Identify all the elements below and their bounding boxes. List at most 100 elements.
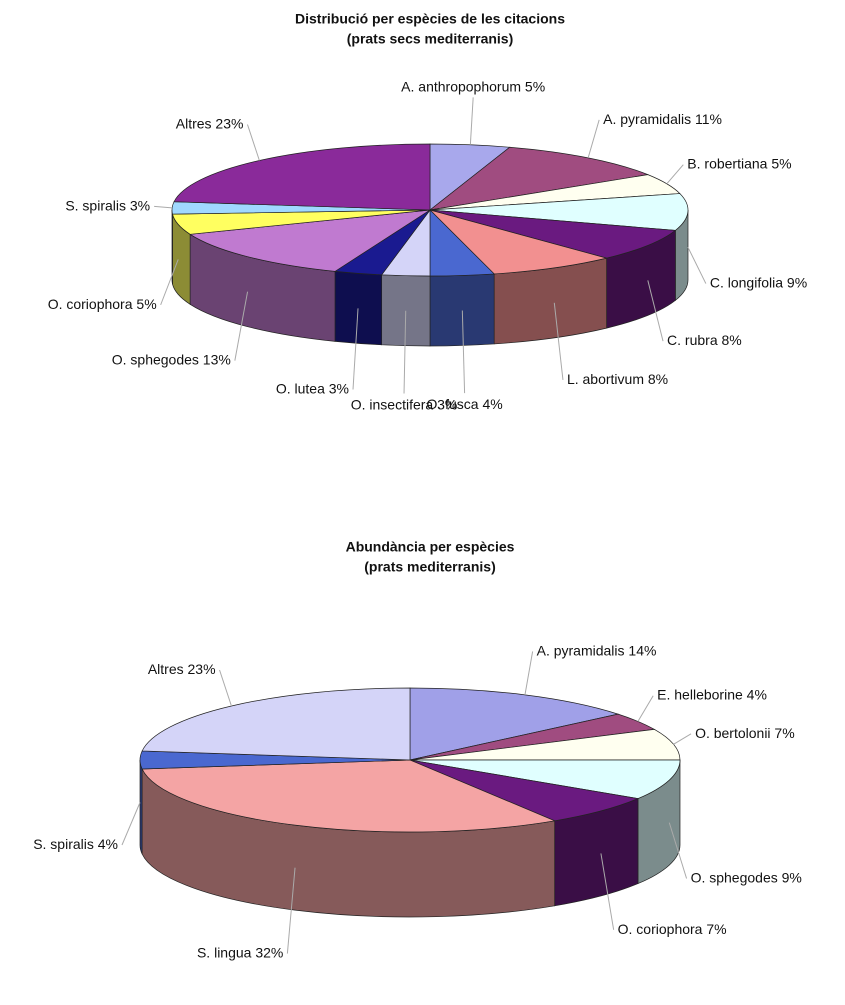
leader-line xyxy=(666,164,684,185)
label-value: 3% xyxy=(325,380,349,396)
label-value: 13% xyxy=(199,351,231,367)
label-value: 3% xyxy=(433,396,457,412)
label-value: 8% xyxy=(718,332,742,348)
label-name: S. spiralis xyxy=(33,836,94,852)
leader-line xyxy=(286,867,296,954)
label-name: B. robertiana xyxy=(687,155,767,171)
pie-slice xyxy=(429,209,677,259)
data-label: A. anthropophorum 5% xyxy=(401,78,545,94)
leader-line xyxy=(469,97,474,145)
label-value: 5% xyxy=(133,296,157,312)
chart-subtitle: (prats mediterranis) xyxy=(364,559,495,575)
label-value: 14% xyxy=(625,642,657,658)
leader-line xyxy=(600,853,615,930)
label-value: 23% xyxy=(184,661,216,677)
data-label: S. spiralis 3% xyxy=(65,197,150,213)
label-value: 32% xyxy=(251,944,283,960)
data-label: Altres 23% xyxy=(148,661,216,677)
data-label: E. helleborine 4% xyxy=(657,686,767,702)
label-value: 23% xyxy=(212,115,244,131)
leader-line xyxy=(647,280,664,342)
label-value: 3% xyxy=(126,197,150,213)
data-label: O. sphegodes 9% xyxy=(691,869,802,885)
pie-slice xyxy=(429,193,689,231)
leader-line xyxy=(154,205,173,209)
data-label: A. pyramidalis 11% xyxy=(603,111,722,127)
label-name: O. insectifera xyxy=(351,396,434,412)
label-name: O. coriophora xyxy=(48,296,133,312)
label-name: L. abortivum xyxy=(567,371,644,387)
leader-line xyxy=(121,802,141,846)
data-label: A. pyramidalis 14% xyxy=(537,642,657,658)
data-label: C. rubra 8% xyxy=(667,332,742,348)
label-name: O. coriophora xyxy=(618,921,703,937)
label-name: S. spiralis xyxy=(65,197,126,213)
pie-slice xyxy=(173,143,431,211)
pie-slice xyxy=(409,759,681,799)
label-value: 7% xyxy=(702,921,726,937)
pie-slice xyxy=(428,209,607,275)
data-label: O. lutea 3% xyxy=(276,380,349,396)
leader-line xyxy=(524,651,534,695)
label-name: C. longifolia xyxy=(710,274,783,290)
pie-side xyxy=(139,759,143,855)
data-label: S. spiralis 4% xyxy=(33,836,118,852)
data-label: O. bertolonii 7% xyxy=(695,725,795,741)
pie-slice xyxy=(409,759,640,822)
label-name: O. bertolonii xyxy=(695,725,770,741)
leader-line xyxy=(637,695,654,722)
label-value: 8% xyxy=(644,371,668,387)
pie-slice xyxy=(189,209,431,272)
pie-slice xyxy=(409,728,681,761)
label-value: 4% xyxy=(743,686,767,702)
label-name: A. anthropophorum xyxy=(401,78,521,94)
label-value: 5% xyxy=(521,78,545,94)
pie-slice xyxy=(141,759,556,833)
leader-line xyxy=(403,310,407,394)
label-name: O. sphegodes xyxy=(112,351,199,367)
label-value: 4% xyxy=(94,836,118,852)
leader-line xyxy=(352,308,359,390)
pie-side xyxy=(429,273,495,347)
data-label: Altres 23% xyxy=(176,115,244,131)
label-name: O. fusca xyxy=(426,396,478,412)
data-label: O. coriophora 7% xyxy=(618,921,727,937)
leader-line xyxy=(160,259,179,306)
leader-line xyxy=(234,291,249,361)
data-label: S. lingua 32% xyxy=(197,944,283,960)
label-name: O. lutea xyxy=(276,380,325,396)
data-label: L. abortivum 8% xyxy=(567,371,668,387)
label-value: 4% xyxy=(479,396,503,412)
pie-slice xyxy=(141,687,411,761)
label-name: O. sphegodes xyxy=(691,869,778,885)
chart-subtitle: (prats secs mediterranis) xyxy=(347,31,514,47)
label-value: 9% xyxy=(778,869,802,885)
label-name: Altres xyxy=(148,661,184,677)
label-name: A. pyramidalis xyxy=(537,642,625,658)
data-label: O. coriophora 5% xyxy=(48,296,157,312)
leader-line xyxy=(219,669,232,707)
data-label: C. longifolia 9% xyxy=(710,274,807,290)
label-name: A. pyramidalis xyxy=(603,111,691,127)
data-label: O. insectifera 3% xyxy=(351,396,458,412)
label-name: E. helleborine xyxy=(657,686,743,702)
chart-title: Abundància per espècies xyxy=(346,539,515,555)
leader-line xyxy=(553,302,564,380)
leader-line xyxy=(587,119,600,158)
data-label: O. sphegodes 13% xyxy=(112,351,231,367)
label-name: C. rubra xyxy=(667,332,718,348)
pie-side xyxy=(334,270,383,346)
pie-side xyxy=(381,274,431,347)
leader-line xyxy=(461,310,466,394)
leader-line xyxy=(673,733,692,745)
data-label: B. robertiana 5% xyxy=(687,155,791,171)
label-value: 5% xyxy=(767,155,791,171)
chart-title: Distribució per espècies de les citacion… xyxy=(295,11,565,27)
label-name: Altres xyxy=(176,115,212,131)
label-value: 9% xyxy=(783,274,807,290)
label-name: S. lingua xyxy=(197,944,252,960)
label-value: 7% xyxy=(771,725,795,741)
label-value: 11% xyxy=(691,111,722,127)
leader-line xyxy=(247,124,260,161)
